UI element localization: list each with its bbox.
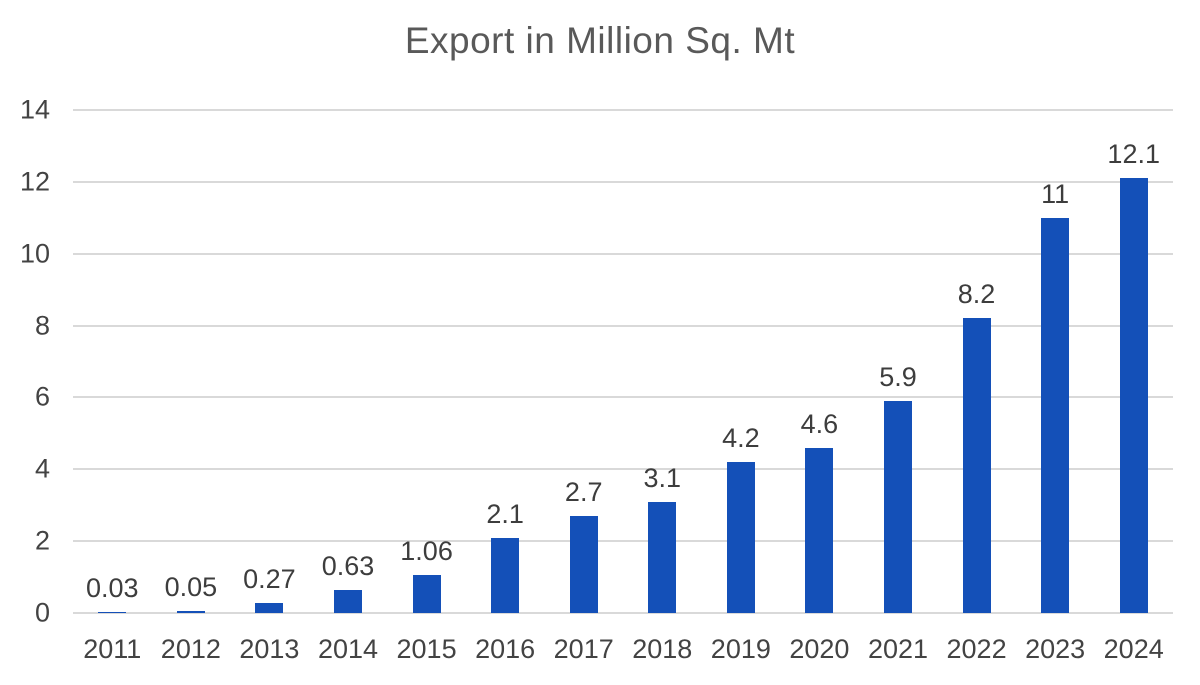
x-tick-label-2016: 2016 — [475, 634, 536, 664]
gridline-12 — [73, 180, 1173, 183]
x-tick-label-2019: 2019 — [710, 634, 771, 664]
bar-value-label-2014: 0.63 — [321, 551, 375, 582]
x-tick-label-2018: 2018 — [632, 634, 693, 664]
bar-value-label-2011: 0.03 — [86, 572, 139, 603]
bar-value-label-2019: 4.2 — [722, 423, 760, 454]
bar-value-label-2018: 3.1 — [643, 462, 682, 493]
gridline-6 — [73, 396, 1173, 399]
y-tick-label-14: 14 — [19, 94, 50, 125]
x-tick-label-2020: 2020 — [789, 634, 850, 664]
bar-value-label-2024: 12.1 — [1107, 139, 1160, 170]
y-tick-label-6: 6 — [34, 381, 50, 412]
bar-2017 — [569, 516, 598, 613]
bar-2013 — [255, 603, 284, 613]
gridline-8 — [73, 324, 1173, 327]
bar-2016 — [491, 537, 520, 613]
bar-value-label-2023: 11 — [1041, 178, 1070, 209]
x-tick-label-2021: 2021 — [867, 634, 929, 664]
x-tick-label-2014: 2014 — [317, 634, 379, 664]
bar-value-label-2017: 2.7 — [564, 477, 603, 507]
plot-area: 0.03 0.05 0.27 0.63 1.06 2.1 2.7 3.1 4.2 4.6 5.9 8.… — [73, 109, 1173, 614]
gridline-14 — [73, 109, 1173, 111]
bar-2022 — [962, 318, 991, 613]
bar-value-label-2012: 0.05 — [164, 572, 218, 603]
bar-value-label-2015: 1.06 — [400, 535, 453, 566]
y-tick-label-12: 12 — [19, 166, 50, 197]
x-tick-label-2022: 2022 — [946, 634, 1007, 664]
bar-value-label-2022: 8.2 — [957, 279, 996, 310]
gridline-0 — [73, 612, 1173, 614]
bar-2015 — [412, 574, 441, 613]
x-tick-label-2017: 2017 — [553, 634, 614, 664]
gridline-4 — [73, 468, 1173, 471]
bar-value-label-2021: 5.9 — [879, 362, 917, 393]
x-axis: 2011 2012 2013 2014 2015 2016 2017 2018 2019 2020… — [73, 632, 1173, 672]
x-tick-label-2012: 2012 — [160, 634, 221, 664]
bar-2014 — [334, 590, 362, 613]
y-tick-label-2: 2 — [34, 525, 50, 556]
x-tick-label-2023: 2023 — [1025, 634, 1086, 664]
y-tick-label-8: 8 — [34, 310, 50, 341]
bar-value-label-2016: 2.1 — [486, 498, 524, 529]
x-tick-label-2013: 2013 — [239, 634, 300, 664]
gridline-10 — [73, 252, 1173, 255]
y-axis: 0 2 4 6 8 10 12 14 — [0, 95, 50, 628]
chart-title: Export in Million Sq. Mt — [404, 20, 796, 61]
gridline-2 — [73, 540, 1173, 543]
bar-2018 — [648, 501, 677, 613]
y-tick-label-0: 0 — [34, 597, 50, 628]
bar-2011 — [98, 611, 127, 613]
bar-value-label-2020: 4.6 — [800, 408, 839, 439]
bar-value-label-2013: 0.27 — [243, 564, 296, 595]
bar-2024 — [1119, 178, 1148, 613]
bar-2020 — [805, 447, 834, 613]
bar-2019 — [726, 462, 755, 613]
bar-2023 — [1041, 217, 1070, 613]
x-tick-label-2011: 2011 — [83, 634, 142, 664]
bar-2012 — [176, 611, 205, 613]
x-tick-label-2024: 2024 — [1103, 634, 1164, 664]
y-tick-label-10: 10 — [19, 238, 50, 269]
y-tick-label-4: 4 — [34, 453, 50, 484]
bar-2021 — [884, 401, 912, 613]
x-tick-label-2015: 2015 — [396, 634, 457, 664]
